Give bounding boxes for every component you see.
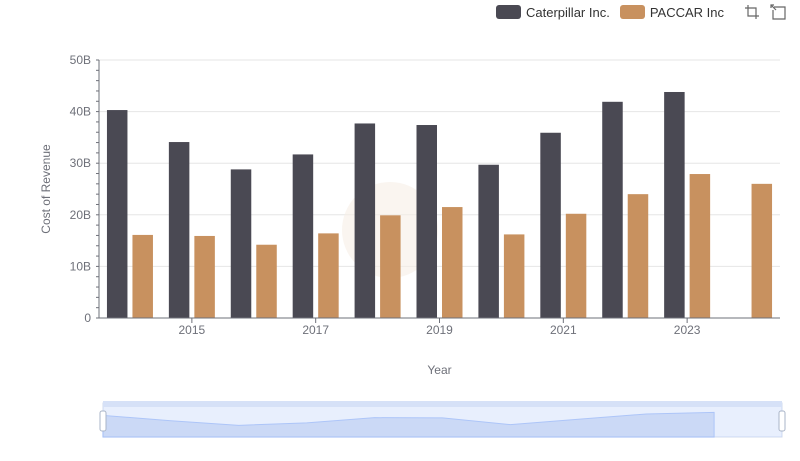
toolbox [734, 4, 786, 20]
x-tick-label: 2019 [426, 323, 453, 337]
x-tick-label: 2023 [674, 323, 701, 337]
x-tick-label: 2015 [179, 323, 206, 337]
bar-paccar [442, 207, 463, 318]
legend: Caterpillar Inc. PACCAR Inc [496, 4, 786, 20]
y-tick-label: 0 [84, 311, 91, 325]
bar-caterpillar [478, 164, 499, 318]
y-tick-label: 40B [70, 105, 91, 119]
zoom-selection [103, 403, 782, 437]
bar-caterpillar [106, 110, 128, 318]
bar-caterpillar [292, 154, 314, 318]
y-tick-label: 50B [70, 53, 91, 67]
bar-paccar [194, 235, 215, 318]
bar-paccar [689, 174, 711, 318]
y-tick-label: 20B [70, 208, 91, 222]
bar-caterpillar [540, 132, 561, 318]
y-tick-label: 30B [70, 156, 91, 170]
legend-swatch-caterpillar [496, 5, 522, 19]
zoom-handle-right[interactable] [778, 410, 786, 432]
zoom-preview-area [102, 411, 715, 438]
zoom-icon[interactable] [744, 4, 760, 20]
x-tick-label: 2021 [550, 323, 577, 337]
y-axis-title: Cost of Revenue [39, 144, 53, 234]
bar-caterpillar [230, 169, 252, 318]
x-axis-title: Year [427, 363, 451, 377]
bar-paccar [503, 234, 525, 318]
bar-caterpillar [168, 142, 190, 318]
bar-paccar [627, 194, 649, 318]
bar-paccar [132, 234, 153, 318]
y-tick-label: 10B [70, 259, 91, 273]
legend-swatch-paccar [619, 5, 645, 19]
bar-caterpillar [602, 101, 623, 319]
legend-label-caterpillar: Caterpillar Inc. [526, 4, 610, 20]
legend-label-paccar: PACCAR Inc [649, 4, 724, 20]
bar-caterpillar [416, 125, 437, 319]
legend-item-caterpillar[interactable]: Caterpillar Inc. [496, 5, 610, 20]
bar-paccar [751, 183, 773, 318]
bar-caterpillar [664, 91, 685, 318]
zoom-drag-bar [103, 401, 782, 407]
bar-caterpillar [354, 123, 376, 318]
x-tick-label: 2017 [302, 323, 329, 337]
zoom-handle-left[interactable] [99, 410, 107, 432]
legend-item-paccar[interactable]: PACCAR Inc [619, 4, 724, 20]
bar-paccar [380, 215, 401, 318]
bar-paccar [565, 213, 587, 318]
zoom-reset-icon[interactable] [770, 4, 786, 20]
bar-paccar [318, 233, 339, 318]
bar-paccar [256, 244, 277, 318]
data-zoom-slider[interactable] [99, 401, 786, 438]
